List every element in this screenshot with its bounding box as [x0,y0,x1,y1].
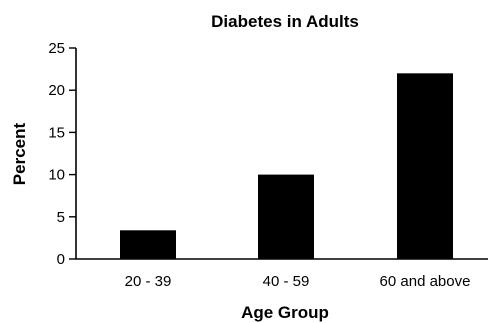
x-axis-ticks: 20 - 39 40 - 59 60 and above [125,273,471,290]
x-tick-label: 60 and above [380,273,471,290]
bar-1 [120,230,176,259]
x-tick-label: 20 - 39 [125,273,172,290]
y-tick-label: 20 [48,82,65,99]
x-axis-label: Age Group [241,303,329,322]
y-tick-label: 15 [48,124,65,141]
y-tick-label: 10 [48,167,65,184]
y-axis-label: Percent [10,122,29,185]
bars [120,73,453,259]
bar-2 [258,174,314,259]
bar-3 [397,73,453,259]
y-tick-label: 0 [57,251,65,268]
y-tick-label: 25 [48,40,65,57]
x-tick-label: 40 - 59 [263,273,310,290]
chart-title: Diabetes in Adults [211,12,359,31]
y-tick-label: 5 [57,209,65,226]
y-axis-ticks: 0 5 10 15 20 25 [48,40,76,268]
